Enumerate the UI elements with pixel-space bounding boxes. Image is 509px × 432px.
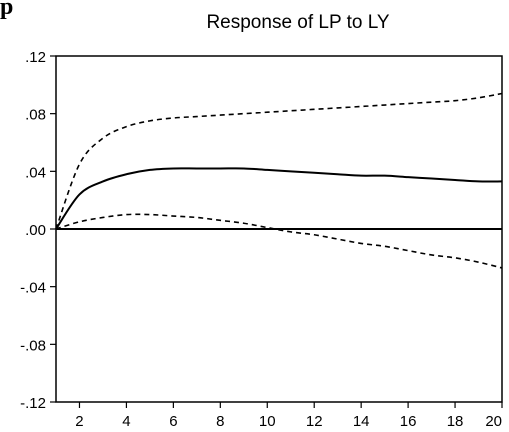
upper-confidence-band [55, 92, 503, 230]
x-tick-label: 8 [216, 413, 224, 430]
x-tick-label: 16 [400, 413, 417, 430]
x-tick-label: 10 [259, 413, 276, 430]
y-axis: .12 .08 .04 .00 -.04 -.08 -.12 [20, 49, 56, 412]
series-group [55, 92, 503, 269]
y-tick-label: .00 [25, 222, 46, 239]
cropped-heading-fragment: p [0, 0, 14, 20]
x-tick-label: 18 [447, 413, 464, 430]
y-tick-label: -.08 [20, 337, 46, 354]
y-tick-label: .12 [25, 49, 46, 66]
x-tick-label: 2 [75, 413, 83, 430]
y-tick-label: -.12 [20, 395, 46, 412]
y-tick-label: .08 [25, 107, 46, 124]
x-tick-label: 4 [122, 413, 130, 430]
y-tick-label: .04 [25, 164, 46, 181]
chart-title: Response of LP to LY [206, 12, 389, 33]
x-tick-label: 20 [485, 413, 502, 430]
lower-confidence-band [55, 213, 503, 269]
y-tick-label: -.04 [20, 280, 46, 297]
x-tick-label: 14 [353, 413, 370, 430]
x-tick-label: 12 [306, 413, 323, 430]
impulse-response-line [55, 167, 503, 230]
x-tick-label: 6 [169, 413, 177, 430]
x-axis: 2 4 6 8 10 12 14 16 18 20 [75, 402, 503, 430]
